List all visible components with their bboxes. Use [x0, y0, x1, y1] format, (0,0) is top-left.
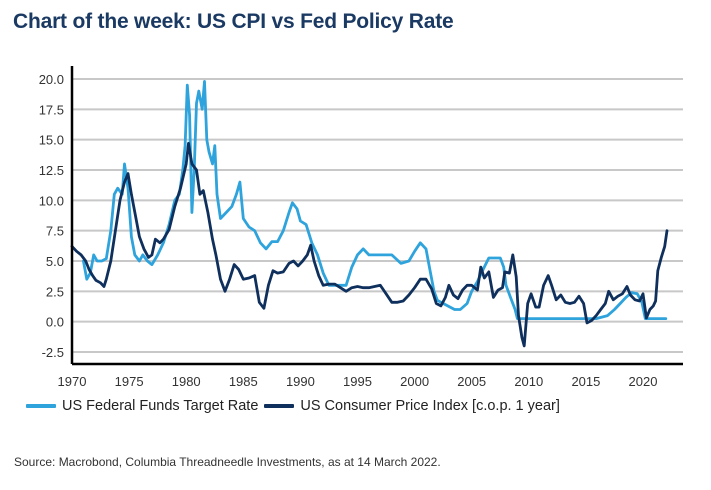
x-tick-label: 1985 — [229, 374, 258, 389]
x-tick-label: 1995 — [343, 374, 372, 389]
y-tick-label: 20.0 — [39, 72, 64, 87]
gridlines — [72, 78, 683, 353]
y-tick-label: 7.5 — [46, 224, 64, 239]
y-tick-label: 15.0 — [39, 133, 64, 148]
y-tick-label: 5.0 — [46, 254, 64, 269]
x-tick-label: 1980 — [172, 374, 201, 389]
chart-title: Chart of the week: US CPI vs Fed Policy … — [13, 10, 454, 33]
x-tick-label: 2015 — [571, 374, 600, 389]
x-tick-label: 2020 — [629, 374, 658, 389]
y-tick-label: 0.0 — [46, 315, 64, 330]
x-tick-label: 1970 — [58, 374, 87, 389]
legend-item-fed-funds: US Federal Funds Target Rate — [26, 398, 258, 414]
y-tick-label: -2.5 — [42, 345, 64, 360]
x-tick-label: 2000 — [400, 374, 429, 389]
source-note: Source: Macrobond, Columbia Threadneedle… — [14, 455, 441, 469]
legend-swatch-fed-funds — [26, 404, 56, 408]
legend-label-cpi: US Consumer Price Index [c.o.p. 1 year] — [300, 398, 560, 414]
series-line-cpi — [70, 141, 669, 348]
legend: US Federal Funds Target Rate US Consumer… — [26, 398, 566, 414]
y-tick-label: 17.5 — [39, 102, 64, 117]
legend-label-fed-funds: US Federal Funds Target Rate — [62, 398, 259, 414]
y-tick-label: 10.0 — [39, 193, 64, 208]
y-tick-label: 2.5 — [46, 284, 64, 299]
x-tick-label: 1990 — [286, 374, 315, 389]
line-chart: 20.0 17.5 15.0 12.5 10.0 7.5 5.0 2.5 0.0 -2.5 197… — [39, 66, 683, 389]
y-tick-label: 12.5 — [39, 163, 64, 178]
y-axis-tick-labels: 20.0 17.5 15.0 12.5 10.0 7.5 5.0 2.5 0.0 -2.5 — [39, 72, 64, 360]
x-tick-label: 2005 — [457, 374, 486, 389]
legend-swatch-cpi — [264, 404, 295, 408]
series-line-fed-funds-rate — [82, 80, 668, 320]
x-tick-label: 1975 — [115, 374, 144, 389]
legend-item-cpi: US Consumer Price Index [c.o.p. 1 year] — [264, 398, 560, 414]
x-tick-label: 2010 — [514, 374, 543, 389]
x-axis-tick-labels: 1970 1975 1980 1985 1990 1995 2000 2005 2010 2015… — [58, 374, 658, 389]
series-lines — [70, 80, 669, 348]
